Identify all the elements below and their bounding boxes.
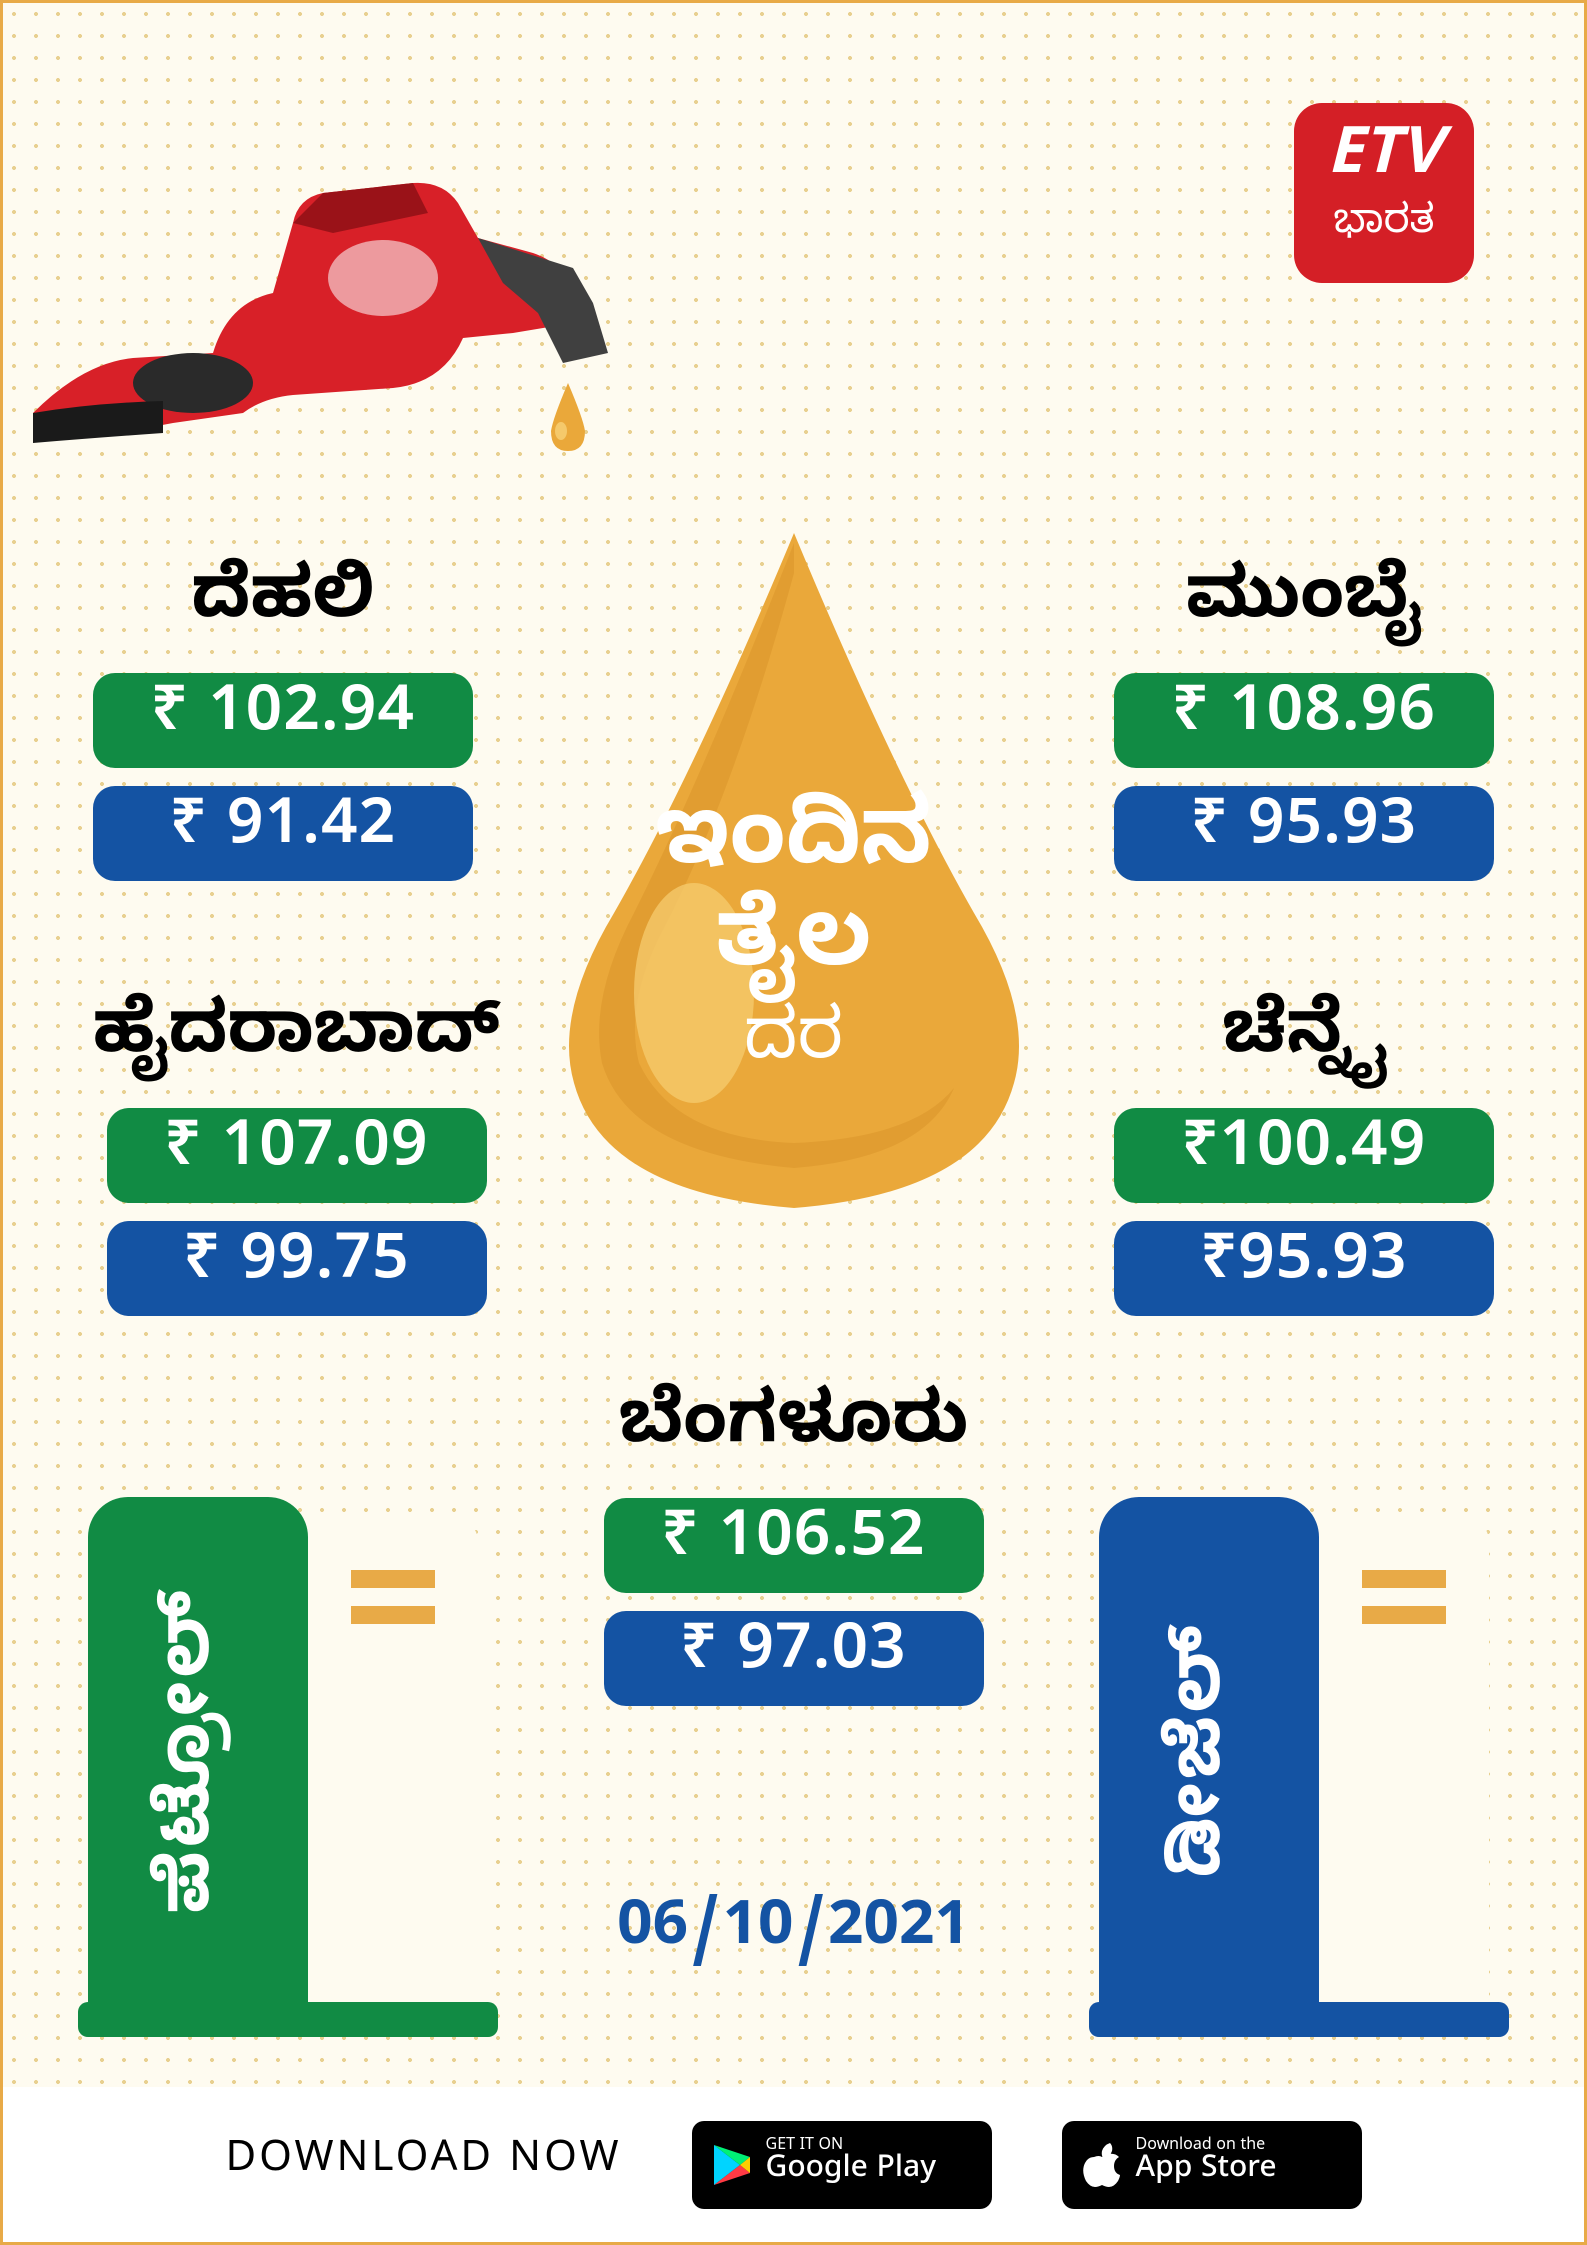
petrol-pump-icon: ಪೆಟ್ರೋಲ್: [88, 1497, 488, 2037]
big-oil-drop: ಇಂದಿನ ತೈಲ ದರ: [544, 533, 1044, 1213]
diesel-price: ₹ 99.75: [107, 1221, 487, 1316]
diesel-label: ಡೀಜೆಲ್: [1161, 1621, 1258, 1878]
appstore-big: App Store: [1136, 2156, 1277, 2191]
drop-line3: ದರ: [655, 1009, 932, 1086]
diesel-price: ₹ 91.42: [93, 786, 473, 881]
petrol-price: ₹100.49: [1114, 1108, 1494, 1203]
drop-line1: ಇಂದಿನ: [655, 800, 932, 901]
city-name: ದೆಹಲಿ: [191, 558, 374, 655]
drop-title: ಇಂದಿನ ತೈಲ ದರ: [655, 800, 932, 1085]
petrol-price: ₹ 106.52: [604, 1498, 984, 1593]
city-name: ಮುಂಬೈ: [1186, 558, 1422, 655]
google-play-icon: [712, 2143, 752, 2187]
logo-bottom: ಭಾರತ: [1333, 200, 1434, 254]
logo-top: ETV: [1327, 132, 1442, 196]
petrol-label: ಪೆಟ್ರೋಲ್: [150, 1586, 247, 1913]
city-name: ಚೆನ್ನೈ: [1222, 993, 1386, 1090]
diesel-price: ₹95.93: [1114, 1221, 1494, 1316]
diesel-pump-icon: ಡೀಜೆಲ್: [1099, 1497, 1499, 2037]
gplay-big: Google Play: [766, 2156, 936, 2191]
small-oil-drop-icon: [543, 383, 593, 453]
footer: DOWNLOAD NOW GET IT ON Google Play Downl…: [3, 2087, 1584, 2242]
city-block-delhi: ದೆಹಲಿ ₹ 102.94 ₹ 91.42: [93, 558, 473, 881]
apple-icon: [1082, 2143, 1122, 2187]
date-label: 06/10/2021: [617, 1894, 970, 1977]
diesel-price: ₹ 95.93: [1114, 786, 1494, 881]
drop-line2: ತೈಲ: [655, 902, 932, 1003]
google-play-badge[interactable]: GET IT ON Google Play: [692, 2121, 992, 2209]
infographic-page: ETV ಭಾರತ ಇಂದಿನ ತೈಲ ದರ ದೆಹಲಿ ₹ 102.94 ₹ 9…: [0, 0, 1587, 2245]
petrol-price: ₹ 107.09: [107, 1108, 487, 1203]
city-block-mumbai: ಮುಂಬೈ ₹ 108.96 ₹ 95.93: [1114, 558, 1494, 881]
city-name: ಬೆಂಗಳೂರು: [619, 1383, 969, 1480]
etv-bharat-logo: ETV ಭಾರತ: [1294, 103, 1474, 283]
download-now-text: DOWNLOAD NOW: [225, 2136, 621, 2193]
city-block-bengaluru: ಬೆಂಗಳೂರು ₹ 106.52 ₹ 97.03: [604, 1383, 984, 1706]
city-name: ಹೈದರಾಬಾದ್: [93, 993, 500, 1090]
petrol-price: ₹ 108.96: [1114, 673, 1494, 768]
diesel-price: ₹ 97.03: [604, 1611, 984, 1706]
city-block-chennai: ಚೆನ್ನೈ ₹100.49 ₹95.93: [1114, 993, 1494, 1316]
petrol-price: ₹ 102.94: [93, 673, 473, 768]
app-store-badge[interactable]: Download on the App Store: [1062, 2121, 1362, 2209]
city-block-hyderabad: ಹೈದರಾಬಾದ್ ₹ 107.09 ₹ 99.75: [93, 993, 500, 1316]
